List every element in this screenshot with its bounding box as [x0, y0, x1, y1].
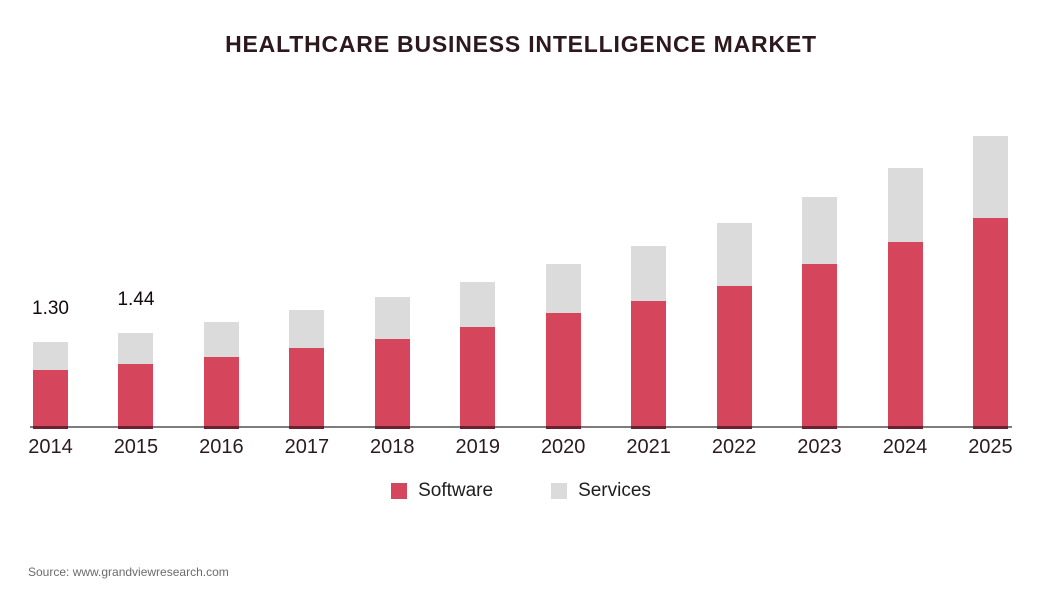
x-axis-label-2024: 2024	[882, 436, 928, 458]
legend-label-software: Software	[418, 480, 494, 501]
x-axis-label-2014: 2014	[28, 436, 73, 458]
bar-segment-services-2016	[203, 322, 239, 357]
legend-swatch-services-icon	[551, 483, 568, 499]
chart-title: HEALTHCARE BUSINESS INTELLIGENCE MARKET	[225, 31, 817, 57]
bar-2019	[460, 282, 496, 429]
bar-segment-software-2017	[289, 348, 325, 426]
bar-segment-services-2018	[374, 297, 410, 339]
bar-segment-services-2017	[289, 310, 325, 348]
bar-segment-software-2014	[33, 370, 68, 426]
bar-2016	[203, 322, 239, 429]
bar-segment-software-2020	[545, 313, 581, 426]
bar-2024	[887, 168, 923, 429]
bar-2021	[631, 246, 667, 429]
bar-segment-software-2021	[631, 301, 667, 426]
legend-swatch-software-icon	[391, 483, 408, 499]
bar-2025	[972, 136, 1008, 429]
x-axis-label-2021: 2021	[626, 436, 671, 458]
bar-segment-services-2019	[460, 282, 496, 327]
bar-2018	[374, 297, 410, 429]
x-axis-label-2020: 2020	[540, 436, 586, 458]
bar-segment-services-2021	[631, 246, 667, 301]
legend-item-software: Software	[391, 480, 493, 502]
x-axis-label-2025: 2025	[968, 436, 1013, 458]
value-label-2015: 1.44	[117, 289, 155, 310]
x-axis-label-2022: 2022	[711, 436, 757, 458]
bar-segment-software-2023	[802, 264, 838, 426]
bar-segment-services-2025	[972, 136, 1008, 218]
x-axis-label-2015: 2015	[113, 436, 159, 458]
bar-segment-software-2018	[374, 339, 410, 426]
source-attribution: Source: www.grandviewresearch.com	[28, 565, 229, 579]
legend: Software Services	[0, 480, 1042, 502]
bar-segment-services-2020	[545, 264, 581, 313]
bar-segment-services-2023	[802, 197, 838, 264]
bar-segment-software-2022	[716, 286, 752, 426]
bar-segment-services-2022	[716, 223, 752, 286]
bar-segment-software-2016	[203, 357, 239, 426]
bar-segment-services-2014	[33, 342, 68, 370]
x-axis-label-2018: 2018	[370, 436, 415, 458]
legend-item-services: Services	[551, 480, 651, 502]
bar-segment-services-2015	[118, 333, 154, 364]
value-label-2014: 1.30	[32, 298, 69, 319]
bar-2015	[118, 333, 154, 429]
bar-2023	[802, 197, 838, 429]
bar-segment-software-2015	[118, 364, 154, 426]
bar-segment-software-2025	[972, 218, 1008, 426]
x-axis-label-2017: 2017	[284, 436, 330, 458]
bar-segment-software-2024	[887, 242, 923, 426]
bar-2014	[33, 342, 68, 429]
x-axis-label-2019: 2019	[455, 436, 501, 458]
bar-segment-services-2024	[887, 168, 923, 242]
x-axis-label-2023: 2023	[797, 436, 842, 458]
x-axis-label-2016: 2016	[199, 436, 244, 458]
bar-segment-software-2019	[460, 327, 496, 426]
bar-2020	[545, 264, 581, 429]
bar-2017	[289, 310, 325, 429]
x-axis-line	[30, 426, 1012, 428]
bar-2022	[716, 223, 752, 429]
legend-label-services: Services	[578, 480, 651, 501]
